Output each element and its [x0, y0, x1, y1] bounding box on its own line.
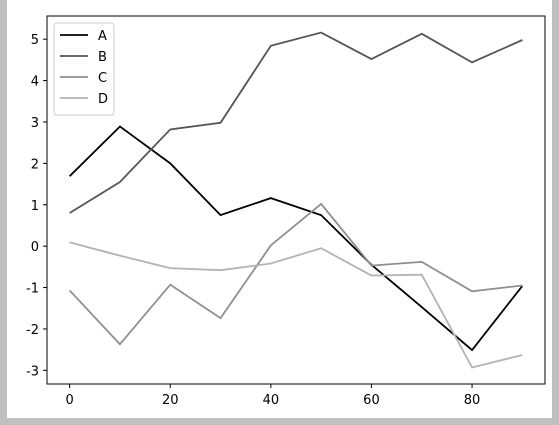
legend-label: C [98, 71, 107, 86]
legend-label: D [98, 92, 108, 107]
legend-label: B [98, 50, 107, 65]
y-tick-label: 5 [31, 33, 39, 48]
y-tick-label: -2 [26, 323, 39, 338]
x-tick-label: 20 [162, 393, 179, 408]
y-tick-label: 4 [31, 75, 39, 90]
data-line [69, 31, 523, 214]
legend-label: A [98, 29, 107, 44]
x-tick-label: 60 [363, 393, 380, 408]
y-tick-label: -3 [26, 364, 39, 379]
data-line [68, 202, 523, 346]
data-line [69, 241, 523, 369]
y-tick-label: 0 [31, 240, 39, 255]
x-tick-label: 40 [263, 393, 280, 408]
data-line [69, 125, 524, 352]
y-tick-label: 3 [31, 116, 39, 131]
y-tick-label: -1 [26, 282, 39, 297]
x-tick-label: 80 [464, 393, 481, 408]
plot-frame [46, 15, 546, 385]
legend-box [53, 22, 115, 116]
x-tick-label: 0 [65, 393, 73, 408]
y-tick-label: 2 [31, 157, 39, 172]
y-tick-label: 1 [31, 199, 39, 214]
